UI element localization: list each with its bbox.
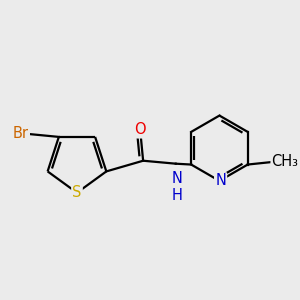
Text: S: S — [72, 185, 82, 200]
Text: N
H: N H — [172, 171, 182, 203]
Text: N: N — [215, 173, 226, 188]
Text: Br: Br — [13, 126, 29, 141]
Text: CH₃: CH₃ — [272, 154, 298, 169]
Text: O: O — [134, 122, 146, 137]
